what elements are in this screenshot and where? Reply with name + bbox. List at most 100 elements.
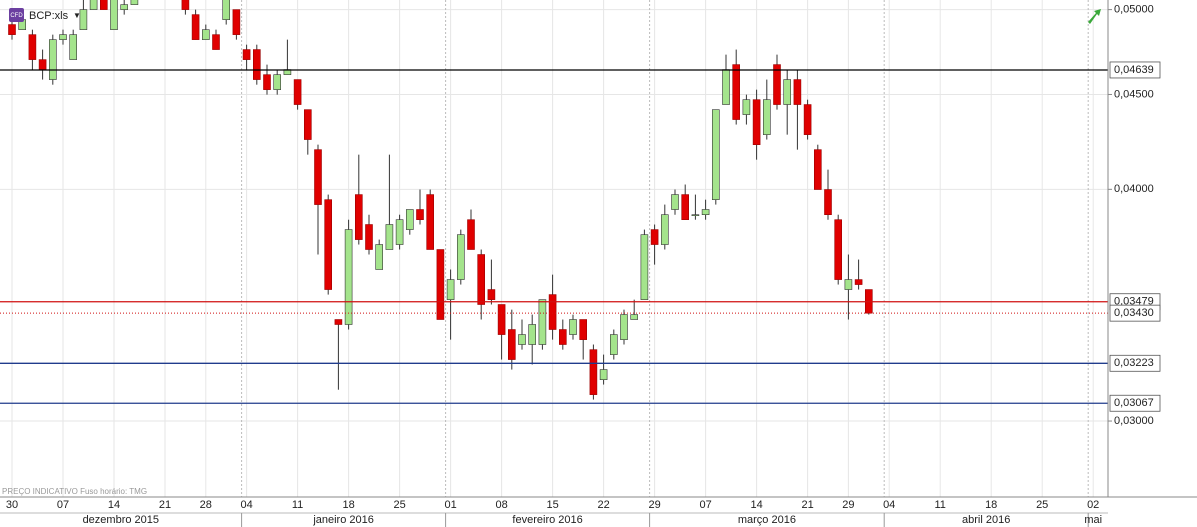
y-tick-label: 0,03000 [1114,415,1154,427]
candle-body [426,194,435,250]
candle-body [711,109,720,200]
candle-body [334,319,343,325]
candle-body [660,214,669,245]
candle-body [436,249,445,320]
x-tick-label: 25 [393,499,405,511]
candle-body [620,314,628,340]
candle-body [416,209,424,220]
candle-body [28,34,37,60]
x-tick-label: 30 [6,499,18,511]
candle-body [467,219,475,250]
candle-body [783,79,792,105]
price-label-box [1109,304,1161,322]
candle-body [263,74,271,90]
price-label: 0,03223 [1114,357,1154,369]
candle-body [630,314,639,320]
candle-body [253,49,261,80]
candle-body [232,9,241,35]
candle-body [405,209,414,230]
y-tick-label: 0,05000 [1114,4,1154,16]
candle-body [589,349,598,395]
candle-body [732,64,741,120]
candle-body [293,79,302,105]
candle-body [8,24,16,35]
x-tick-label: 01 [444,499,456,511]
candle-body [202,29,210,40]
candle-body [701,209,710,215]
x-tick-label: 25 [1036,499,1048,511]
candle-body [385,224,394,250]
candle-body [538,299,547,345]
candle-body [487,289,496,300]
y-tick-label: 0,04500 [1114,88,1154,100]
candle-body [558,329,567,345]
candle-body [344,229,353,325]
x-tick-label: 29 [648,499,660,511]
candle-body [365,224,373,250]
candle-body [181,0,190,10]
candle-body [609,334,618,355]
x-tick-label: 07 [57,499,69,511]
x-tick-label: 18 [985,499,997,511]
footnote: PREÇO INDICATIVO Fuso horário: TMG [2,487,147,496]
x-tick-label: 04 [240,499,252,511]
candle-body [824,189,832,215]
candle-body [222,0,230,20]
candle-body [100,0,108,10]
candle-body [110,0,118,30]
candle-body [303,109,312,140]
price-label: 0,04639 [1114,64,1154,76]
month-label: abril 2016 [962,514,1010,526]
symbol-menu[interactable]: ▼ [73,11,81,20]
y-tick-label: 0,04000 [1114,183,1154,195]
x-tick-label: 07 [699,499,711,511]
candle-body [742,99,751,115]
price-label-box [1109,61,1161,79]
candle-body [691,214,700,216]
x-tick-label: 21 [801,499,813,511]
symbol[interactable]: BCP:xls [29,10,69,22]
candle-body [324,199,333,290]
badge-text: CFD [10,13,23,19]
candle-body [130,0,139,5]
candle-body [579,319,588,340]
month-label: janeiro 2016 [312,514,374,526]
candle-body [38,59,47,70]
candle-body [59,34,67,40]
candle-body [497,304,506,335]
candle-body [834,219,843,280]
price-label: 0,03067 [1114,397,1154,409]
candle-body [89,0,98,10]
x-tick-label: 14 [750,499,762,511]
candle-body [548,294,557,330]
candle-body [803,104,812,135]
candle-body [273,74,282,90]
candle-body [120,4,128,10]
month-label: fevereiro 2016 [512,514,582,526]
x-tick-label: 08 [495,499,507,511]
candle-body [507,329,516,360]
candle-body [671,194,679,210]
candle-body [48,39,57,80]
trend-icon[interactable] [1088,9,1101,24]
candle-body [212,34,220,50]
candle-body [191,14,200,40]
candle-body [773,64,781,105]
badge-icon[interactable] [9,8,24,22]
x-tick-label: 15 [546,499,558,511]
x-tick-label: 14 [108,499,120,511]
x-tick-label: 18 [342,499,354,511]
candle-body [681,194,690,220]
candles [8,0,873,400]
month-label: mai [1084,514,1102,526]
x-tick-label: 04 [883,499,895,511]
candle-body [813,149,822,190]
candle-body [722,69,730,105]
candle-body [314,149,322,205]
price-label: 0,03479 [1114,296,1154,308]
month-label: março 2016 [738,514,796,526]
candle-body [395,219,404,245]
x-tick-label: 11 [292,499,303,511]
